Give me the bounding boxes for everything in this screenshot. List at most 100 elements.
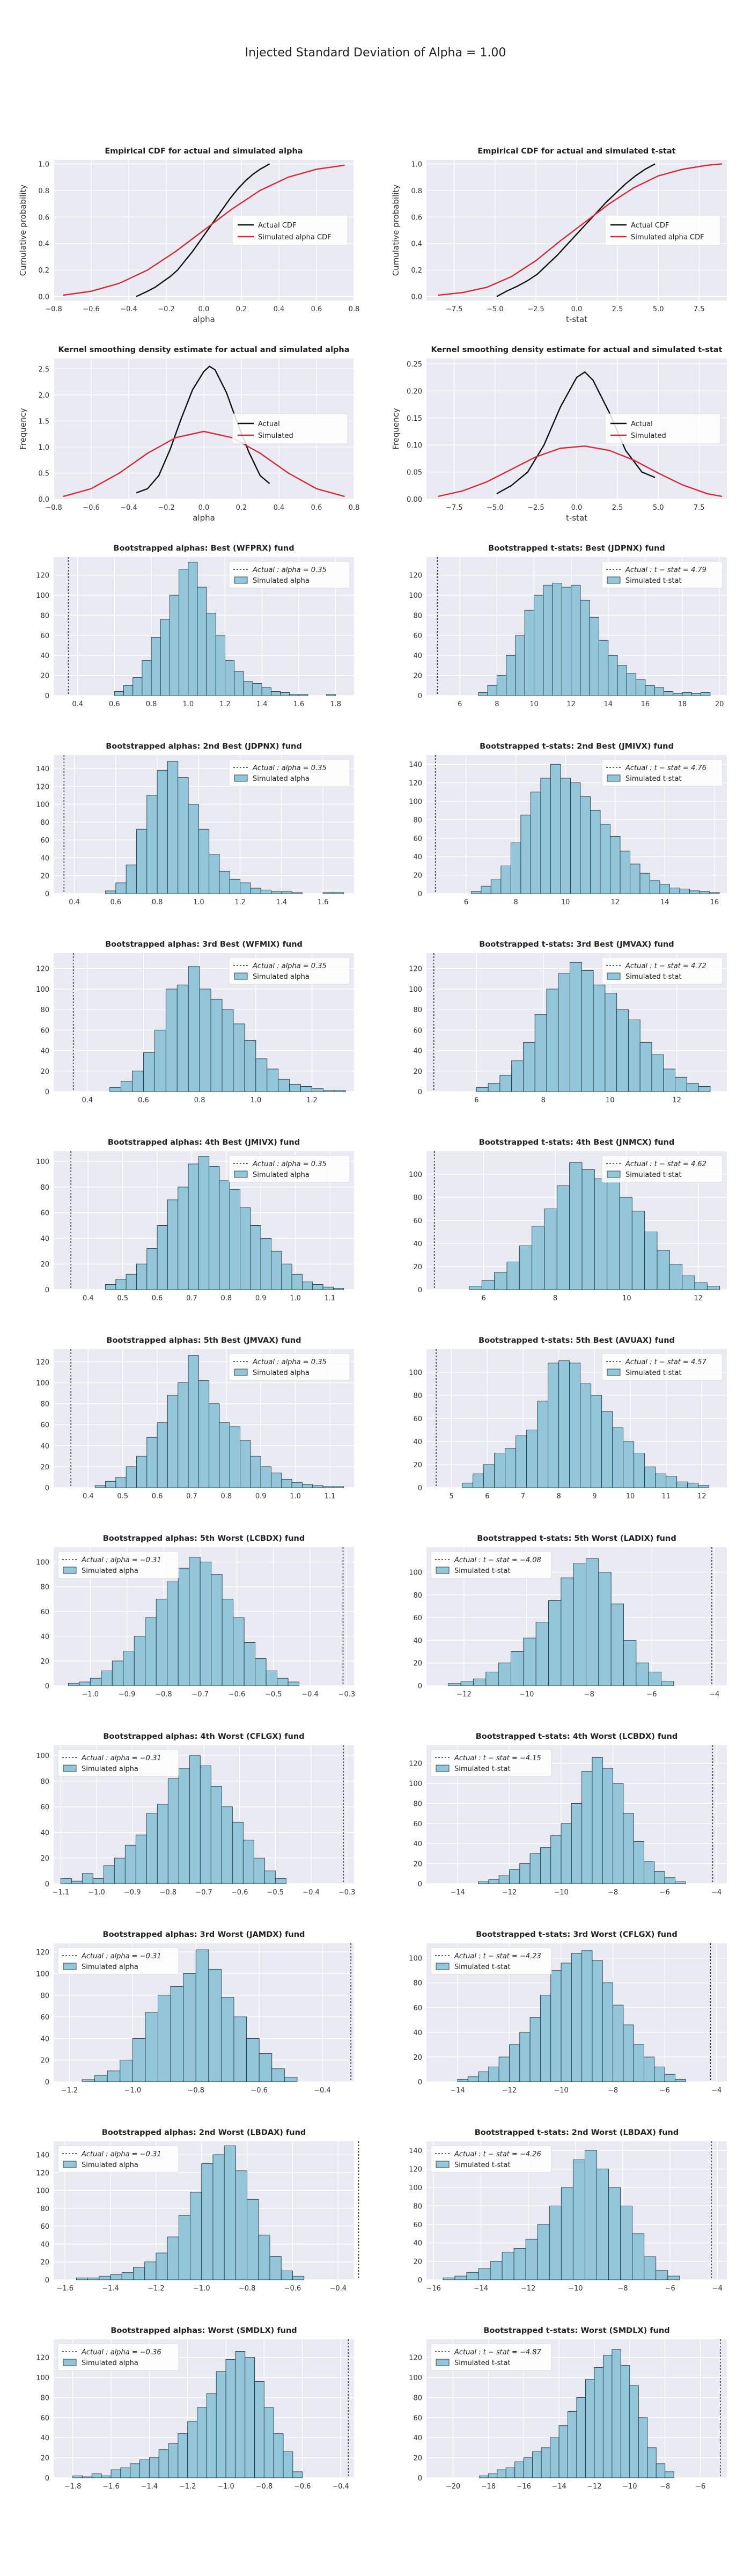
histogram-bar <box>179 568 189 696</box>
y-tick-label: 60 <box>413 2004 422 2012</box>
histogram-bar <box>144 2262 157 2280</box>
histogram-bar <box>540 778 551 894</box>
legend-label: Simulated alpha <box>82 1963 138 1971</box>
histogram-bar <box>550 764 561 894</box>
histogram-bar <box>580 1384 592 1488</box>
x-tick-label: 16 <box>641 700 650 708</box>
histogram-bar <box>584 2150 597 2280</box>
legend-label: Simulated alpha CDF <box>631 233 704 241</box>
x-tick-label: −16 <box>516 2483 531 2491</box>
histogram-bar <box>156 2252 168 2280</box>
histogram-bar <box>644 1232 658 1290</box>
histogram-bar <box>593 984 606 1092</box>
x-tick-label: −0.4 <box>120 504 137 512</box>
histogram-bar <box>626 673 637 696</box>
y-tick-label: 0 <box>418 2079 422 2087</box>
y-tick-label: 1.0 <box>38 160 49 169</box>
histogram-bar <box>233 1023 245 1092</box>
x-tick-label: 0.7 <box>186 1294 197 1302</box>
chart-title: Bootstrapped t-stats: 5th Worst (LADIX) … <box>477 1534 676 1543</box>
x-tick-label: 0.4 <box>69 898 80 906</box>
y-tick-label: 20 <box>40 1463 49 1472</box>
histogram-bar <box>121 2272 134 2280</box>
y-tick-label: 0 <box>45 1484 49 1492</box>
chart-title: Bootstrapped t-stats: 3rd Best (JMVAX) f… <box>479 940 674 949</box>
y-tick-label: 40 <box>413 2434 422 2442</box>
histogram-bar <box>178 2215 190 2280</box>
histogram-bar <box>509 2044 520 2082</box>
histogram-bar <box>124 1845 136 1884</box>
histogram-bar <box>168 2443 179 2478</box>
histogram-bar <box>558 973 571 1092</box>
y-tick-label: 20 <box>413 1861 422 1869</box>
y-tick-label: 20 <box>40 672 49 680</box>
x-tick-label: −1.1 <box>53 1889 70 1897</box>
y-tick-label: 100 <box>36 1559 49 1567</box>
x-tick-label: −12 <box>502 1889 517 1897</box>
histogram-bar <box>198 1156 210 1290</box>
x-tick-label: −8 <box>617 2285 628 2293</box>
y-tick-label: 140 <box>36 2151 49 2160</box>
legend-label: Actual : alpha = 0.35 <box>252 1358 327 1366</box>
x-tick-label: −8 <box>660 2483 670 2491</box>
legend-label: Simulated t-stat <box>625 1369 682 1377</box>
x-tick-label: 1.6 <box>293 700 305 708</box>
legend-swatch <box>607 972 621 980</box>
legend-label: Actual : alpha = −0.31 <box>81 1754 161 1762</box>
x-tick-label: 12 <box>610 898 620 906</box>
x-tick-label: 2.5 <box>612 305 623 313</box>
x-tick-label: 0.0 <box>198 504 210 512</box>
histogram-bar <box>469 1286 482 1290</box>
histogram-bar <box>176 984 189 1092</box>
legend-swatch <box>234 774 248 782</box>
x-tick-label: 1.2 <box>234 898 246 906</box>
x-tick-label: 2.5 <box>612 504 623 512</box>
histogram-bar <box>498 1663 511 1686</box>
y-tick-label: 20 <box>413 1263 422 1271</box>
y-tick-label: 60 <box>413 1217 422 1225</box>
y-tick-label: 40 <box>40 2035 49 2043</box>
histogram-bar <box>514 2461 524 2478</box>
y-tick-label: 60 <box>413 2221 422 2229</box>
y-tick-label: 20 <box>40 1068 49 1076</box>
x-tick-label: −0.6 <box>284 2285 301 2293</box>
histogram-bar <box>540 1847 551 1884</box>
histogram-bar <box>107 2070 121 2082</box>
histogram-bar <box>610 836 621 894</box>
x-tick-label: 0.5 <box>117 1492 128 1501</box>
histogram-bar <box>669 1264 683 1290</box>
chart-panel-hist-tstat-2nd-worst: 0 20 40 60 80 100 120 140 −16 −14 −12 −10 −8 −6 −4 Boot… <box>409 2128 727 2293</box>
x-tick-label: 7 <box>521 1492 525 1501</box>
x-tick-label: 8 <box>495 700 499 708</box>
histogram-bar <box>132 677 143 696</box>
x-tick-label: −0.6 <box>229 1690 246 1699</box>
histogram-bar <box>701 692 711 696</box>
histogram-bar <box>91 2473 102 2478</box>
histogram-bar <box>631 1211 645 1290</box>
histogram-bar <box>79 1681 91 1686</box>
histogram-bar <box>580 599 590 696</box>
x-tick-label: −0.7 <box>192 1690 209 1699</box>
y-tick-label: 80 <box>40 612 49 620</box>
histogram-bar <box>229 879 241 894</box>
legend-box <box>57 1551 179 1579</box>
histogram-bar <box>123 685 134 696</box>
x-tick-label: 8 <box>513 898 518 906</box>
histogram-bar <box>613 2004 624 2082</box>
legend-label: Simulated t-stat <box>454 1765 511 1773</box>
histogram-bar <box>298 694 308 696</box>
histogram-bar <box>655 1473 667 1488</box>
y-tick-label: 80 <box>413 2394 422 2402</box>
histogram-bar <box>94 1485 106 1488</box>
chart-panel-hist-alpha-3rd-best: 0 20 40 60 80 100 120 0.4 0.6 0.8 1.0 1.2 Bootstrapp… <box>36 940 354 1104</box>
histogram-bar <box>549 2205 562 2280</box>
legend-label: Simulated t-stat <box>625 973 682 981</box>
histogram-bar <box>322 1486 334 1488</box>
histogram-bar <box>219 1422 230 1488</box>
histogram-bar <box>222 1599 234 1686</box>
histogram-bar <box>260 889 271 894</box>
histogram-bar <box>561 1963 572 2082</box>
y-tick-label: 0.2 <box>38 267 49 275</box>
x-tick-label: 0.6 <box>152 1294 163 1302</box>
x-axis-label: alpha <box>193 513 215 523</box>
